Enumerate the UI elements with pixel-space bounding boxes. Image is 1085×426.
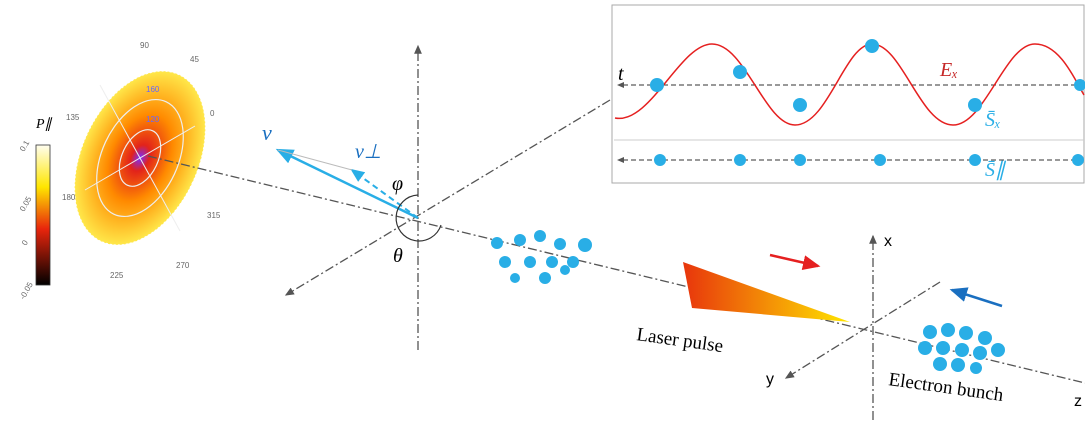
z-label: z (1074, 393, 1082, 410)
angle-label: 0 (210, 109, 215, 118)
t-label: t (618, 63, 624, 85)
angle-label: 270 (176, 261, 190, 270)
electron-bunch (918, 323, 1005, 374)
angle-label: 90 (140, 41, 149, 50)
laser-direction (770, 255, 818, 266)
angle-label: 135 (66, 113, 80, 122)
spin-par-label: S̄∥ (985, 159, 1007, 181)
x-label: x (884, 233, 892, 250)
colorbar-tick: 0.1 (18, 138, 32, 153)
field-label: Eₓ (939, 59, 958, 81)
spin-x-label: S̄ₓ (985, 109, 1001, 131)
bunch-label: Electron bunch (887, 369, 1005, 406)
angle-label: 225 (110, 271, 124, 280)
colorbar-label: P∥ (35, 117, 53, 132)
angle-label: 45 (190, 55, 199, 64)
colorbar-tick: 0 (20, 238, 30, 247)
axis (286, 100, 610, 295)
colorbar: P∥ 0.1 0.05 0 -0.05 (18, 117, 53, 301)
v-perp-vector (352, 170, 418, 218)
inset: t Eₓ S̄ₓ S̄∥ (612, 5, 1085, 183)
diagram: P∥ 0.1 0.05 0 -0.05 90 45 0 315 270 225 … (0, 0, 1085, 426)
scattered-electrons (491, 230, 592, 284)
radial-label: 120 (146, 115, 160, 124)
angle-label: 315 (207, 211, 221, 220)
theta-label: θ (393, 245, 403, 267)
radial-label: 160 (146, 85, 160, 94)
colorbar-tick: -0.05 (18, 280, 35, 301)
colorbar-tick: 0.05 (18, 195, 34, 213)
bunch-direction (952, 290, 1002, 306)
y-axis (786, 282, 940, 378)
v-label: v (262, 120, 272, 145)
angle-label: 180 (62, 193, 76, 202)
polar-plot: 90 45 0 315 270 225 180 135 160 120 (49, 41, 232, 280)
laser-label: Laser pulse (635, 324, 724, 357)
laser-pulse (683, 262, 850, 322)
phi-label: φ (392, 173, 403, 195)
y-label: y (766, 371, 774, 388)
v-perp-label: v⊥ (355, 141, 381, 163)
